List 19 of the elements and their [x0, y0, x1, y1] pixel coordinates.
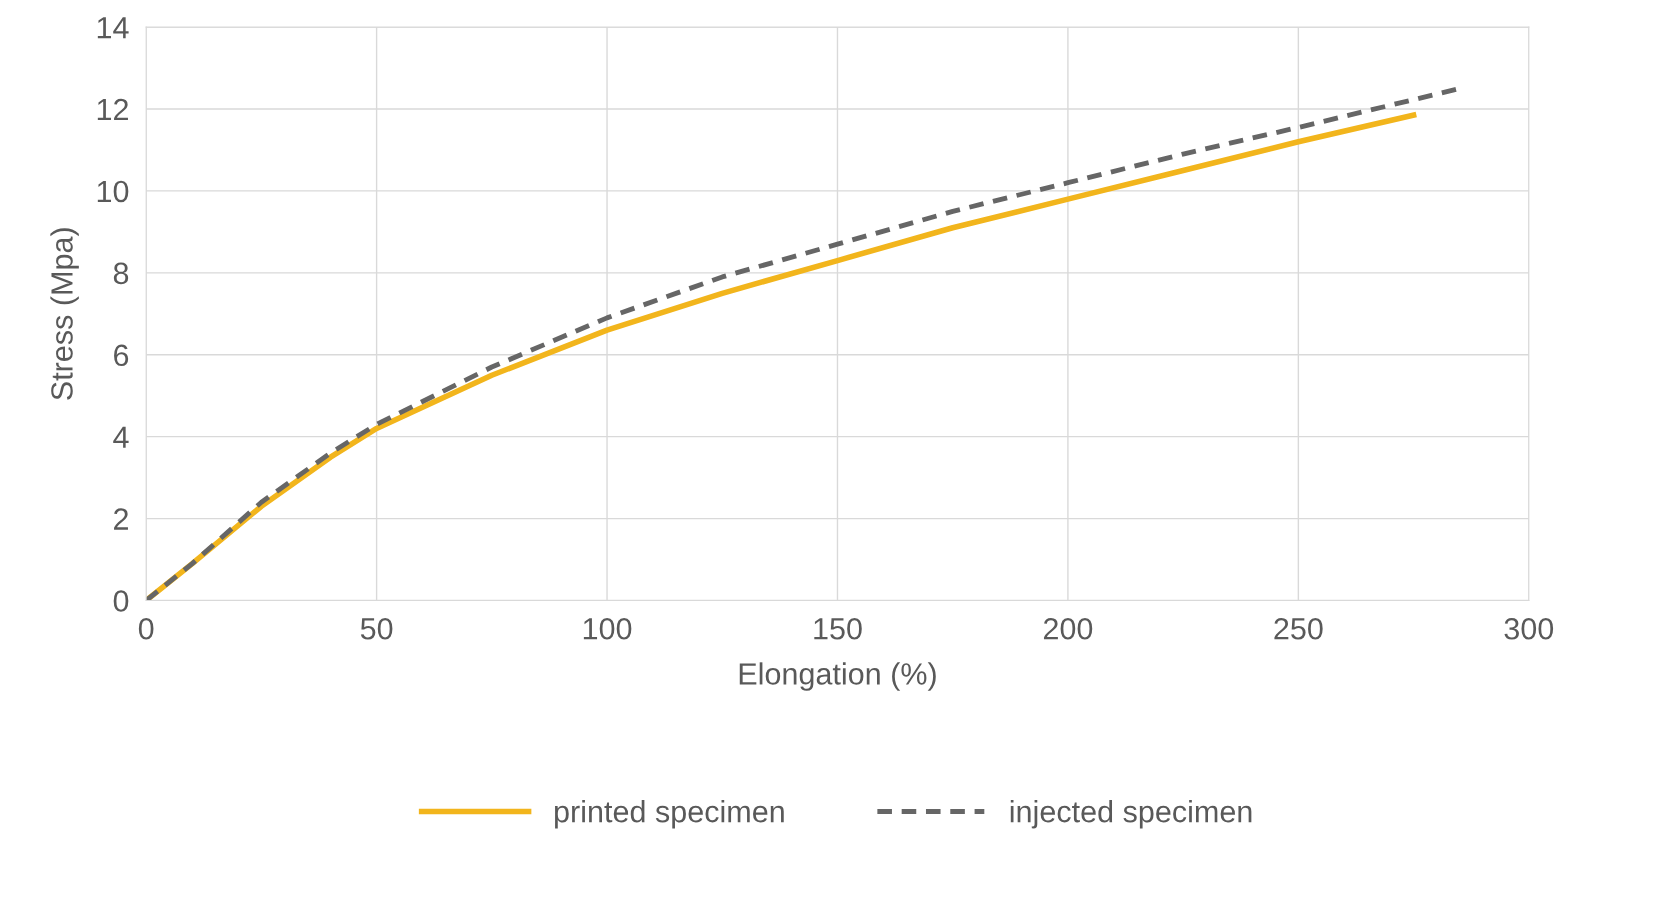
y-tick-label: 4 — [113, 426, 129, 448]
x-tick-label: 250 — [1274, 617, 1323, 640]
x-tick-label: 300 — [1504, 617, 1554, 640]
x-tick-label: 50 — [360, 617, 393, 640]
x-axis-title: Elongation (%) — [739, 662, 936, 691]
y-axis-title: Stress (Mpa) — [50, 228, 79, 400]
legend-label: injected specimen — [1010, 800, 1252, 829]
x-tick-label: 200 — [1043, 617, 1093, 640]
y-tick-label: 6 — [114, 344, 129, 367]
x-tick-label: 150 — [814, 617, 862, 640]
x-tick-label: 100 — [583, 617, 632, 640]
y-tick-label: 12 — [97, 98, 128, 121]
y-tick-label: 8 — [113, 262, 129, 285]
y-tick-label: 2 — [114, 508, 128, 530]
x-tick-label: 0 — [138, 617, 154, 640]
y-tick-label: 10 — [97, 180, 129, 203]
legend-label: printed specimen — [555, 800, 784, 829]
y-tick-label: 14 — [97, 17, 129, 39]
y-tick-label: 0 — [113, 590, 129, 612]
